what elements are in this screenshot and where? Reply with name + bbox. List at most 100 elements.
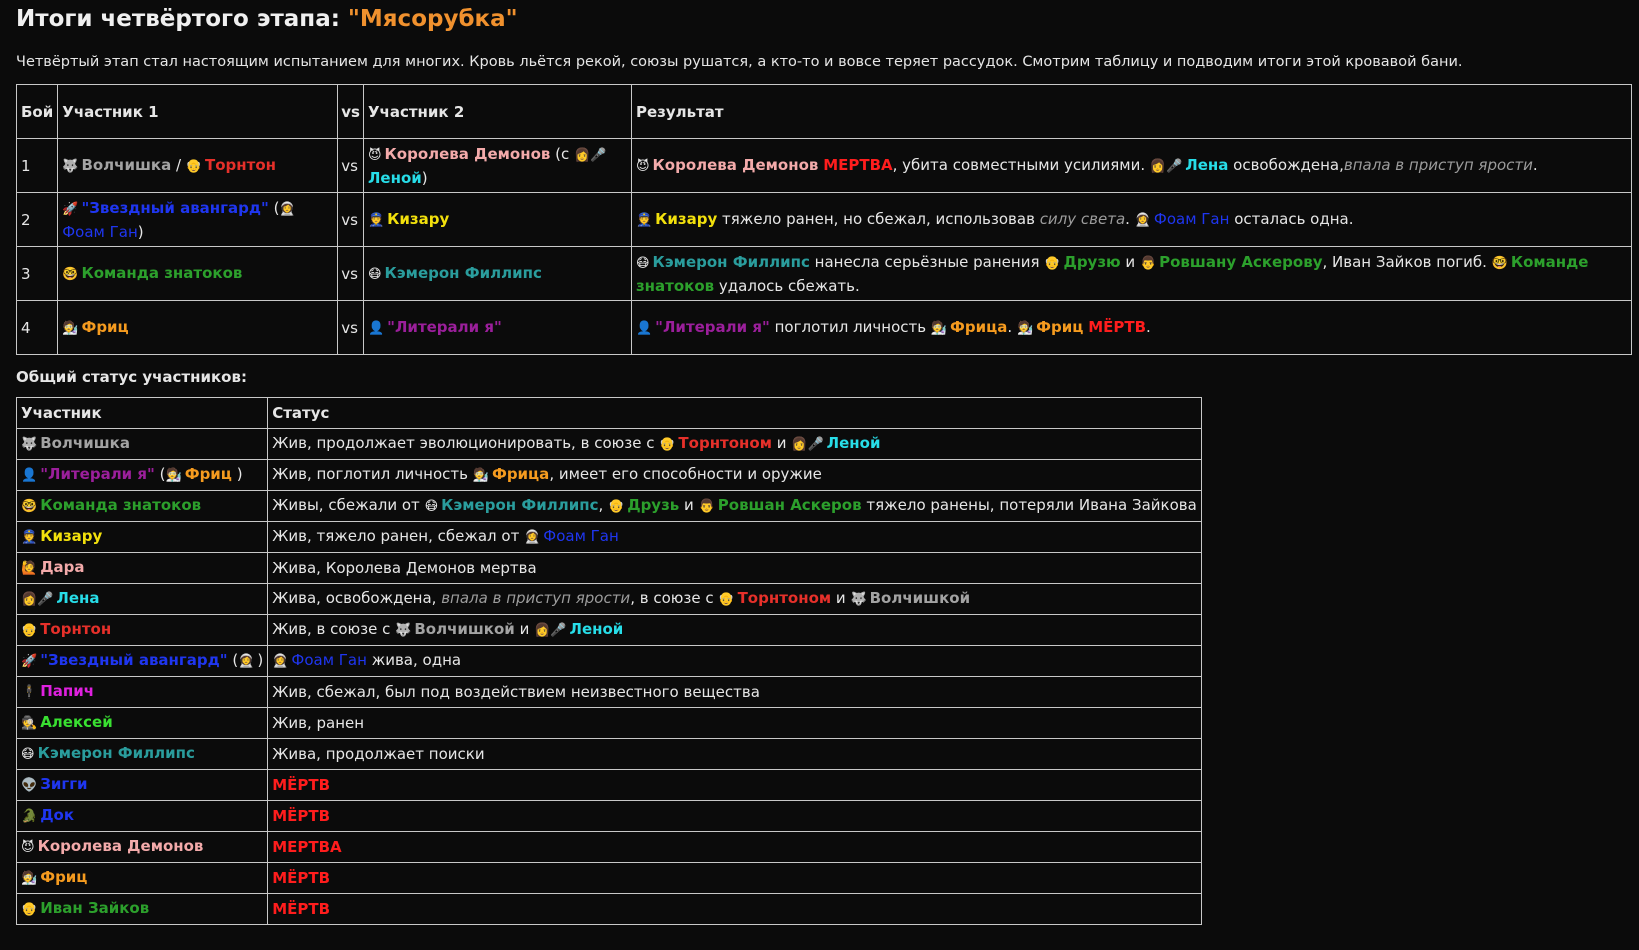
old-man-icon: 👴 [1044,255,1061,271]
wolf-icon: 🐺 [850,592,867,607]
nerd-icon: 🤓 [21,499,38,514]
status-text: Жива, освобождена, [272,589,442,607]
member-name: Королева Демонов [37,837,204,855]
header-participant-1: Участник 1 [57,84,339,139]
member-cell: 👴 Иван Зайков [15,893,269,925]
scientist-icon: 🧑‍🔬 [930,320,948,336]
fight-participant-1: 🐺 Волчишка / 👴 Торнтон [57,138,339,193]
old-man-icon: 👴 [21,902,38,917]
member-name: Команда знатоков [40,496,202,514]
scientist-icon: 🧑‍🔬 [165,468,182,483]
man-icon: 👨 [698,499,715,514]
result-italic: силу света [1039,209,1126,228]
participant-name: Фоам Ган [1153,209,1230,228]
dead-status: МЕРТВА [272,838,342,856]
member-cell: 🚀 "Звездный авангард" (👩‍🚀) [15,645,269,677]
raising-hand-icon: 🙋 [21,561,38,576]
member-cell: 👤 "Литерали я" (🧑‍🔬 Фриц ) [15,459,269,491]
fight-participant-1: 🚀 "Звездный авангард" (👩‍🚀 Фоам Ган) [57,192,339,247]
note-open: (с [550,144,575,163]
title-quote: "Мясорубка" [347,6,518,32]
ally-name: Торнтоном [737,589,832,607]
member-name: Дара [40,558,85,576]
dead-status: МЁРТВ [1088,317,1147,336]
member-sub-name: Фриц [184,465,232,483]
status-row-lena: 👩🎤 Лена Жива, освобождена, впала в присту… [15,583,1202,615]
result-text: тяжело ранен, но сбежал, использовав [717,209,1040,228]
status-text: и [514,620,535,638]
fight-result: 😷 Кэмерон Филлипс нанесла серьёзные ранен… [630,246,1633,301]
status-table: Участник Статус 🐺 Волчишка Жив, продолжае… [15,397,1202,925]
mask-icon: 😷 [367,266,382,282]
status-cell: 👩‍🚀 Фоам Ган жива, одна [267,645,1202,677]
note-open: ( [268,198,280,217]
member-name: "Звездный авангард" [40,651,228,669]
result-text: поглотил личность [769,317,931,336]
fight-row-2: 2 🚀 "Звездный авангард" (👩‍🚀 Фоам Ган) vs … [15,192,1633,247]
levitating-man-icon: 🕴 [21,685,38,700]
status-row-fritz: 🧑‍🔬 Фриц МЁРТВ [15,862,1202,894]
singer-icon: 👩🎤 [21,592,54,607]
status-row-papich: 🕴 Папич Жив, сбежал, был под воздействием… [15,676,1202,708]
member-cell: 👩🎤 Лена [15,583,269,615]
page-title: Итоги четвёртого этапа: "Мясорубка" [16,2,1623,34]
singer-icon: 👩🎤 [574,147,607,163]
status-text: жива, одна [366,651,462,669]
fight-participant-2: 👮 Кизару [362,192,632,247]
rocket-icon: 🚀 [62,201,79,217]
devil-icon: 😈 [367,147,382,163]
fight-number: 4 [15,300,59,355]
status-cell: МЁРТВ [267,769,1202,801]
wolf-icon: 🐺 [21,437,38,452]
old-man-icon: 👴 [718,592,735,607]
member-cell: 👴 Торнтон [15,614,269,646]
mask-icon: 😷 [424,499,439,514]
result-text: . [1007,317,1017,336]
header-vs: vs [337,84,364,139]
participant-name: "Звездный авангард" [81,198,269,217]
man-icon: 👨 [1139,255,1157,271]
participant-name: "Литерали я" [655,317,770,336]
note-close: ) [421,168,428,187]
participant-name: "Литерали я" [387,317,502,336]
note-close: ) [231,465,243,483]
status-text: , [598,496,609,514]
mask-icon: 😷 [21,747,35,762]
member-cell: 🕵 Алексей [15,707,269,739]
participant-name: Фриц [1036,317,1084,336]
status-text: , в союзе с [630,589,719,607]
status-cell: МЁРТВ [267,800,1202,832]
result-text: , Иван Зайков погиб. [1322,252,1492,271]
note-open: ( [227,651,239,669]
fight-vs: vs [337,246,364,301]
member-cell: 🙋 Дара [15,552,269,584]
singer-icon: 👩🎤 [1149,158,1183,174]
status-row-doc: 🐊 Док МЁРТВ [15,800,1202,832]
fight-row-3: 3 🤓 Команда знатоков vs 😷 Кэмерон Филлипс … [15,246,1633,301]
old-man-icon: 👴 [185,158,202,174]
member-name: Зигги [40,775,88,793]
fight-vs: vs [337,300,364,355]
status-row-ivan: 👴 Иван Зайков МЁРТВ [15,893,1202,925]
ally-name: Волчишкой [869,589,971,607]
title-prefix: Итоги четвёртого этапа: [16,6,348,32]
status-cell: Жив, поглотил личность 🧑‍🔬 Фрица, имеет е… [267,459,1202,491]
note-close: ) [257,651,264,669]
page: Итоги четвёртого этапа: "Мясорубка" Четв… [15,2,1633,925]
status-cell: МЕРТВА [267,831,1202,863]
status-row-ziggy: 👽 Зигги МЁРТВ [15,769,1202,801]
participant-name: Кэмерон Филлипс [384,263,542,282]
status-cell: Жив, сбежал, был под воздействием неизве… [267,676,1202,708]
participant-name: Кизару [387,209,450,228]
participant-name: Команда знатоков [81,263,243,282]
member-name: Док [40,806,75,824]
status-header-row: Участник Статус [15,397,1202,429]
header-status: Статус [267,397,1202,429]
astronaut-icon: 👩‍🚀 [1134,212,1151,228]
astronaut-icon: 👩‍🚀 [238,654,255,669]
status-row-cameron: 😷 Кэмерон Филлипс Жива, продолжает поиски [15,738,1202,770]
crocodile-icon: 🐊 [21,809,38,824]
member-name: Фриц [40,868,88,886]
status-cell: МЁРТВ [267,893,1202,925]
status-text: и [831,589,851,607]
